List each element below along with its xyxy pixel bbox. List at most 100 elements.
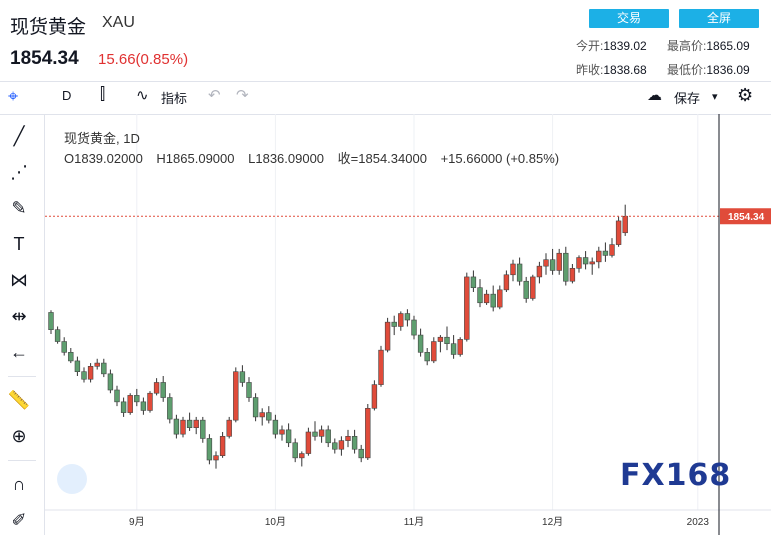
fib-icon[interactable]: ⋰ [10,162,28,182]
save-button[interactable]: 保存 [674,91,701,106]
candle [417,334,424,353]
candle [549,259,556,271]
candle-style-icon[interactable]: ⫿ [100,86,106,103]
trade-button[interactable]: 交易 [589,9,669,28]
ruler-icon[interactable]: 📏 [7,390,31,410]
time-axis-label: 11月 [404,516,424,528]
candle [483,293,490,304]
candle [173,418,180,435]
candle [510,263,516,276]
candle [272,419,279,435]
candle [61,341,67,353]
candle [589,261,595,265]
magnet-icon[interactable]: ∩ [12,474,26,494]
candle [345,436,351,441]
candle [378,349,384,385]
candle [120,401,127,413]
candle [160,382,166,398]
prevclose-stat: 昨收:1838.68 [576,63,647,77]
high-stat: 最高价:1865.09 [667,39,750,53]
candle [543,259,549,267]
candle [351,436,358,450]
candle [516,263,523,282]
candle [200,419,206,439]
ohlc-legend: O1839.02000 H1865.09000 L1836.09000 收=18… [64,148,569,167]
price-change: 15.66(0.85%) [98,51,189,68]
candle [292,442,298,459]
candle [563,252,569,282]
open-stat: 今开:1839.02 [576,39,647,53]
candle [358,448,364,459]
candle [503,274,510,291]
candle [186,419,193,428]
candle [312,431,318,437]
candle [325,429,331,444]
time-axis-label: 9月 [129,516,145,528]
time-axis-label: 10月 [265,516,286,528]
candle [431,341,437,362]
fullscreen-button[interactable]: 全屏 [679,9,759,28]
chevron-down-icon[interactable]: ▾ [712,91,718,103]
candle [180,419,186,435]
arrow-left-icon[interactable]: ← [10,342,28,362]
pattern-icon[interactable]: ⋈ [10,270,28,290]
candle [470,276,477,288]
candle [371,384,378,409]
legend-title[interactable]: 现货黄金, 1D [64,131,140,146]
instrument-symbol: XAU [102,14,135,31]
candle [147,392,153,411]
candle [68,352,74,362]
candle [193,419,199,428]
gear-icon[interactable]: ⚙ [737,85,754,105]
candle [246,382,252,398]
cloud-icon: ☁ [647,87,662,104]
legend-change: +15.66000 (+0.85%) [440,151,560,166]
candle [536,265,543,278]
last-price: 1854.34 [10,48,79,69]
crosshair-icon[interactable]: ⌖ [8,86,19,106]
candle [523,280,529,299]
candle [299,453,305,459]
top-toolbar: ⌖ D ⫿ ∿ 指标 ↶ ↷ ☁ 保存 ▾ ⚙ [0,81,771,115]
undo-icon[interactable]: ↶ [208,87,221,104]
candle [569,268,576,282]
legend-high: H1865.09000 [156,151,235,166]
candle [259,412,265,418]
candle [107,373,114,391]
interval-selector[interactable]: D [62,88,72,103]
candle [338,440,345,450]
text-icon[interactable]: T [13,234,25,254]
candle [582,257,589,265]
redo-icon[interactable]: ↷ [236,87,249,104]
candle [576,257,582,269]
candle [596,250,602,263]
last-price-tag-text: 1854.34 [728,212,765,223]
candle [114,389,120,403]
indicator-icon[interactable]: ∿ [136,87,149,104]
candle [411,319,417,336]
candle [213,455,219,461]
candle [457,339,463,355]
time-axis-label: 2023 [687,517,710,528]
candle [219,436,226,456]
low-stat: 最低价:1836.09 [667,63,750,77]
candle [622,215,628,234]
candle [153,382,160,394]
lock-icon[interactable]: ✐ [11,510,27,530]
candle [252,397,259,418]
candle [127,395,133,413]
trend-line-icon[interactable]: ╱ [13,126,25,146]
brush-icon[interactable]: ✎ [11,198,27,218]
candle [464,276,470,340]
candlestick-chart: 9月 10月 11月 12月 2023 1854.34 [45,114,771,535]
candle [391,321,397,327]
measure-icon[interactable]: ⇹ [11,306,27,326]
candle [365,408,371,459]
candle [94,362,100,367]
tradingview-logo-icon[interactable] [57,464,87,494]
candle [305,431,312,454]
candle-series [48,204,628,469]
indicators-button[interactable]: 指标 [161,91,188,106]
zoom-icon[interactable]: ⊕ [11,426,27,446]
candle [101,362,107,375]
